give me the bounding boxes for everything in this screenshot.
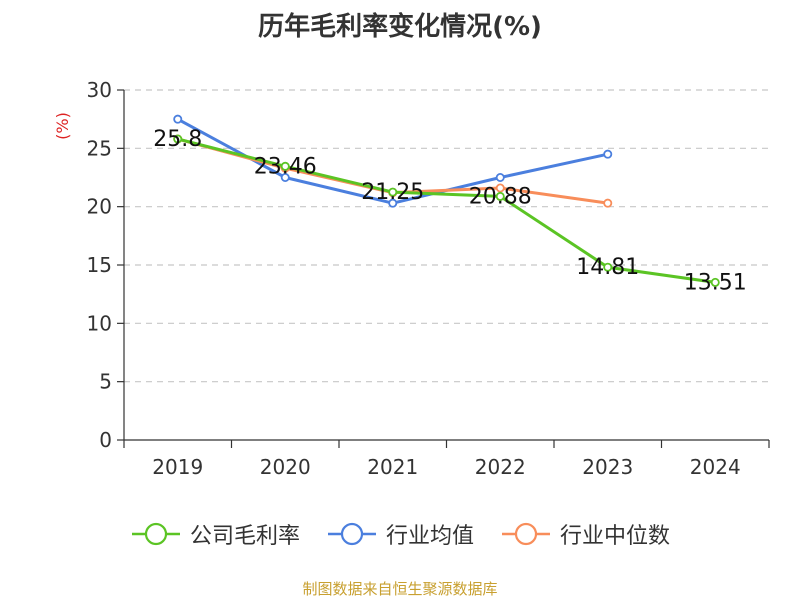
data-point [280,161,290,171]
legend-label: 公司毛利率 [189,524,300,549]
y-tick-label: 5 [99,370,112,394]
data-point [495,183,505,193]
data-label: 25.8 [153,127,202,152]
y-axis-label: (%) [53,112,72,140]
data-point [495,172,505,182]
series-line [177,137,716,284]
axes: 0 5 10 15 20 25 30 2019 2020 2021 2022 2023 2024 [87,78,770,479]
source-note: 制图数据来自恒生聚源数据库 [302,580,498,598]
data-point [388,187,398,197]
series-lines [173,114,720,287]
x-tick-label: 2020 [260,455,311,479]
data-label: 20.88 [469,184,532,209]
legend: 公司毛利率 行业均值 行业中位数 [0,518,800,550]
x-tick-label: 2023 [582,455,633,479]
legend-marker-icon [327,522,376,546]
data-point [603,149,613,159]
legend-marker-icon [502,522,550,546]
legend-item[interactable]: 行业中位数 [500,518,670,550]
x-tick-label: 2021 [367,455,418,479]
data-label: 14.81 [576,255,639,280]
data-point [388,198,398,208]
y-tick-label: 20 [87,195,112,219]
y-tick-label: 0 [99,428,112,452]
legend-marker-icon [131,522,180,546]
legend-item[interactable]: 行业均值 [326,518,474,550]
data-point [280,172,290,182]
y-tick-label: 10 [87,311,112,335]
data-point [495,191,505,201]
legend-label: 行业中位数 [560,524,671,549]
legend-label: 行业均值 [385,524,474,549]
y-tick-label: 25 [87,136,112,160]
data-point [173,134,183,144]
legend-item[interactable]: 公司毛利率 [130,518,300,550]
chart-title: 历年毛利率变化情况(%) [258,12,542,42]
x-tick-label: 2024 [690,455,741,479]
y-tick-label: 30 [87,78,112,102]
data-label: 21.25 [361,180,424,205]
data-point [603,198,613,208]
data-label: 23.46 [254,154,317,179]
data-point [603,262,613,272]
data-label: 13.51 [684,270,747,295]
x-tick-label: 2022 [475,455,526,479]
y-tick-label: 15 [87,253,112,277]
gridlines [124,89,769,383]
data-point [173,114,183,124]
data-labels: 25.8 23.46 21.25 20.88 14.81 13.51 [153,127,746,295]
data-point [710,277,720,287]
x-tick-label: 2019 [152,455,203,479]
line-chart: 0 5 10 15 20 25 30 2019 2020 2021 2022 2023 2024 25.… [53,78,770,479]
